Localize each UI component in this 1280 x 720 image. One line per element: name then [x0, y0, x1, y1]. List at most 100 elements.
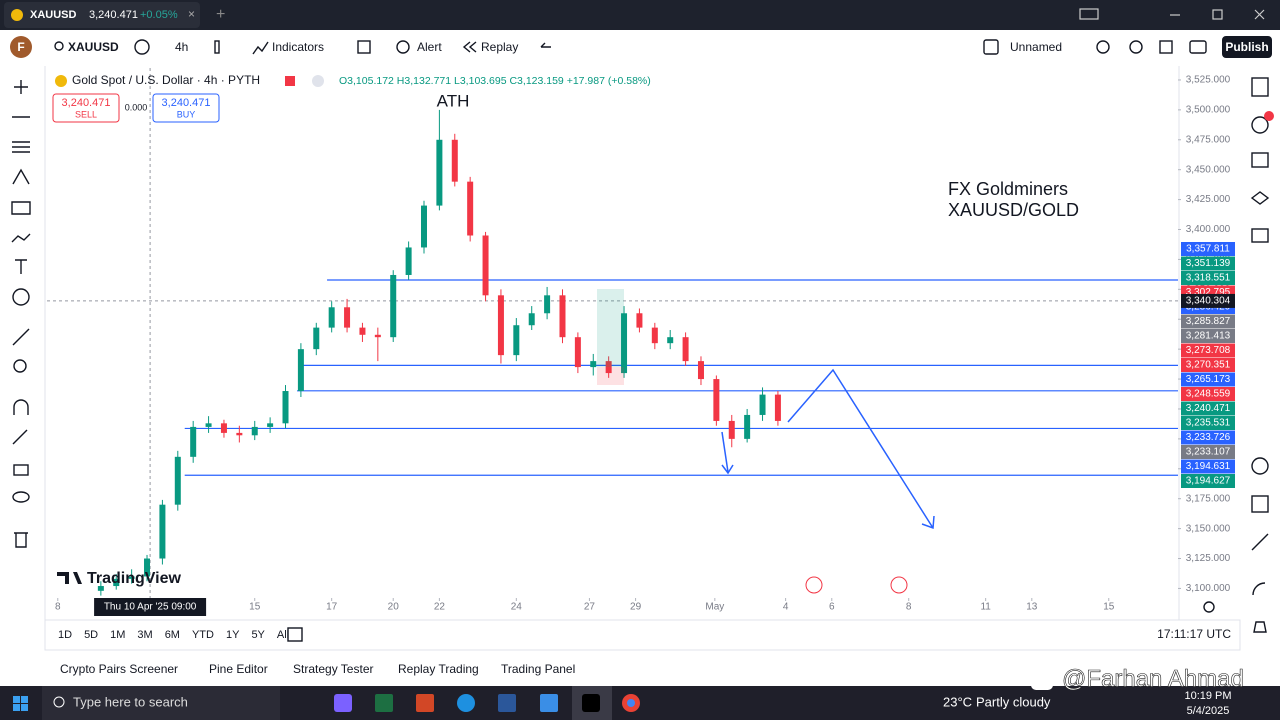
- position-box: [597, 289, 624, 367]
- range-button[interactable]: 3M: [137, 629, 152, 641]
- candle-body: [174, 456, 181, 505]
- price-label: 3,357.811: [1186, 244, 1230, 255]
- search-box[interactable]: [42, 686, 280, 720]
- sell-label: SELL: [75, 109, 97, 119]
- tab[interactable]: [4, 2, 200, 28]
- taskbar-search: Type here to search: [73, 694, 188, 709]
- candle-body: [482, 235, 489, 296]
- templates[interactable]: [357, 40, 371, 54]
- price-label: 3,194.627: [1186, 476, 1231, 487]
- weather: Partly cloudy: [976, 694, 1051, 709]
- drawing-tools[interactable]: [11, 80, 31, 548]
- panel-tab[interactable]: Trading Panel: [501, 662, 575, 676]
- candle-body: [220, 423, 227, 433]
- range-button[interactable]: 1D: [58, 629, 72, 641]
- sell-button[interactable]: [52, 93, 120, 123]
- date-range[interactable]: [287, 627, 303, 642]
- system-date: 5/4/2025: [1187, 705, 1230, 717]
- x-tick-label: 17: [326, 602, 338, 613]
- y-tick-label: 3,500.000: [1186, 105, 1231, 116]
- left-toolbar: [0, 66, 44, 620]
- candle-body: [405, 247, 412, 275]
- price-label-box: [1181, 358, 1235, 372]
- window-controls[interactable]: [1079, 8, 1265, 20]
- price-label: 3,248.559: [1186, 389, 1231, 400]
- title-bar: [0, 0, 1280, 30]
- panel-tab[interactable]: Crypto Pairs Screener: [60, 662, 178, 676]
- taskbar-apps[interactable]: [334, 686, 640, 720]
- buy-price: 3,240.471: [162, 97, 211, 109]
- replay[interactable]: Replay: [481, 40, 518, 54]
- candle-body: [528, 313, 535, 326]
- right-tools[interactable]: [1250, 77, 1270, 633]
- price-label-box: [1181, 271, 1235, 285]
- candle-body: [236, 432, 243, 436]
- layout-name[interactable]: Unnamed: [1010, 40, 1062, 54]
- candle-body: [636, 313, 643, 328]
- toolbar: [0, 30, 1280, 66]
- panel-tab[interactable]: Pine Editor: [209, 662, 268, 676]
- chart-area: 3,100.0003,125.0003,150.0003,175.0003,20…: [47, 68, 1235, 616]
- price-label: 3,194.631: [1186, 461, 1231, 472]
- tab-close[interactable]: ×: [188, 7, 195, 21]
- range-button[interactable]: 6M: [165, 629, 180, 641]
- range-button[interactable]: YTD: [192, 629, 214, 641]
- price-label-box: [1181, 387, 1235, 401]
- candle-body: [774, 394, 781, 421]
- spread: 0.000: [125, 102, 148, 112]
- search-glyph: [53, 696, 65, 708]
- candle-body: [728, 420, 735, 439]
- crosshair-time-box: [94, 598, 207, 616]
- y-tick-label: 3,175.000: [1186, 493, 1231, 504]
- hide-button[interactable]: [312, 75, 324, 87]
- projection-arrow: [721, 368, 935, 530]
- interval[interactable]: 4h: [175, 40, 188, 54]
- panel-tab[interactable]: Replay Trading: [398, 662, 479, 676]
- chart-type[interactable]: [214, 40, 220, 54]
- symbol-search[interactable]: XAUUSD: [68, 40, 119, 54]
- candle-body: [436, 139, 443, 206]
- symbol-icon: [55, 75, 67, 87]
- price-label: 3,233.107: [1186, 447, 1231, 458]
- range-button[interactable]: 1Y: [226, 629, 240, 641]
- sell-price: 3,240.471: [62, 97, 111, 109]
- x-tick-label: 8: [906, 602, 912, 613]
- price-label: 3,351.139: [1186, 258, 1231, 269]
- price-label: 3,265.173: [1186, 374, 1231, 385]
- ohlc-legend: O3,105.172 H3,132.771 L3,103.695 C3,123.…: [339, 75, 651, 87]
- toolbar-icons[interactable]: [1096, 40, 1207, 54]
- alert-icon: [396, 40, 410, 54]
- x-tick-label: 6: [829, 602, 835, 613]
- avatar[interactable]: [10, 36, 32, 58]
- candle-body: [451, 139, 458, 182]
- range-button[interactable]: 5D: [84, 629, 98, 641]
- layout-icon: [983, 39, 999, 55]
- compare-icon[interactable]: [134, 39, 150, 55]
- candle-body: [113, 578, 120, 587]
- range-button[interactable]: 5Y: [251, 629, 265, 641]
- candle-body: [574, 337, 581, 368]
- price-label-box: [1181, 445, 1235, 459]
- alert[interactable]: Alert: [417, 40, 442, 54]
- price-label-box: [1181, 401, 1235, 416]
- price-label-box: [1181, 474, 1235, 488]
- y-tick-label: 3,100.000: [1186, 583, 1231, 594]
- buy-button[interactable]: [152, 93, 220, 123]
- publish-button[interactable]: [1222, 36, 1272, 58]
- settings[interactable]: [1203, 601, 1215, 613]
- panel-tab[interactable]: Strategy Tester: [293, 662, 373, 676]
- price-label-box: [1181, 343, 1235, 358]
- candle-body: [297, 349, 304, 392]
- undo[interactable]: [540, 42, 551, 48]
- candle-body: [713, 379, 720, 421]
- y-tick-label: 3,400.000: [1186, 224, 1231, 235]
- range-button[interactable]: All: [277, 629, 289, 641]
- indicators[interactable]: Indicators: [272, 40, 324, 54]
- new-tab[interactable]: +: [216, 6, 225, 23]
- start-button[interactable]: [13, 696, 28, 711]
- range-button[interactable]: 1M: [110, 629, 125, 641]
- price-label: 3,270.351: [1186, 360, 1231, 371]
- crosshair-time: Thu 10 Apr '25 09:00: [104, 602, 197, 613]
- price-label: 3,302.795: [1186, 287, 1231, 298]
